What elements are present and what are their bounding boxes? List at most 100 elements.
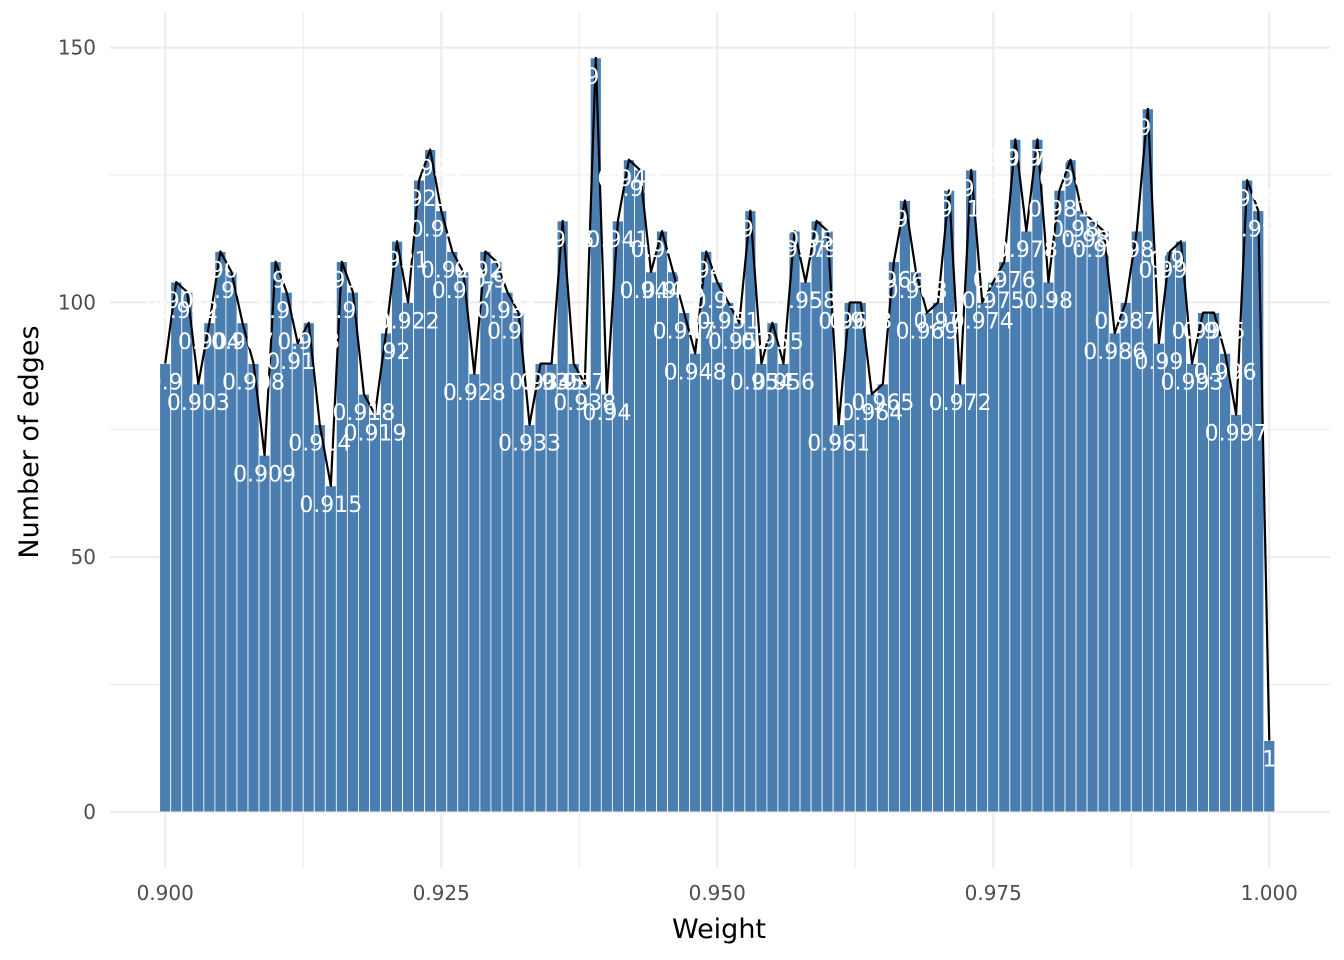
bar-label: 0.941	[586, 228, 649, 253]
bar	[998, 261, 1011, 813]
bar-label: 0.94	[582, 401, 631, 426]
bar	[854, 302, 867, 813]
bar-label: 0.998	[1216, 187, 1279, 212]
bar	[578, 383, 591, 813]
bar-label: 0.992	[1149, 248, 1212, 273]
bar-label: 0.96	[803, 238, 852, 263]
bar-label: 0.949	[675, 258, 738, 283]
bar	[346, 291, 359, 813]
bar	[192, 383, 205, 813]
bar-label: 0.967	[873, 208, 936, 233]
bar	[1020, 230, 1033, 813]
bar	[1252, 210, 1265, 813]
bar	[611, 220, 624, 813]
bar-label: 0.915	[299, 493, 362, 518]
bar-label: 0.91	[251, 269, 300, 294]
bar-label: 0.988	[1105, 238, 1168, 263]
bar	[457, 271, 470, 813]
x-tick-label: 1.000	[1241, 881, 1298, 905]
bar-label: 0.976	[973, 269, 1036, 294]
bar-label: 0.927	[432, 279, 495, 304]
y-axis-ticks: 0 50 100 150	[58, 36, 96, 824]
bar-label: 0.999	[1227, 218, 1290, 243]
bar-label: 0.912	[266, 350, 329, 375]
bar	[1042, 281, 1055, 813]
bar-label: 0.932	[487, 320, 550, 345]
bar	[645, 271, 657, 813]
bar-label: 0.904	[178, 330, 241, 355]
bar	[733, 322, 746, 813]
bar-label: 0.993	[1160, 371, 1223, 396]
bar-label: 0.946	[642, 279, 705, 304]
bar	[689, 352, 702, 813]
bar-label: 0.901	[145, 289, 208, 314]
y-tick-label: 150	[58, 36, 96, 60]
bar-label: 0.982	[1039, 167, 1102, 192]
bar-label: 0.997	[1205, 422, 1268, 447]
bar	[921, 312, 933, 813]
bar-label: 0.945	[631, 238, 694, 263]
bar	[446, 251, 459, 813]
bar-label: 0.907	[211, 330, 274, 355]
bar	[258, 454, 271, 813]
bar-label: 0.963	[829, 309, 892, 334]
bar	[865, 393, 878, 813]
bar	[468, 373, 481, 813]
x-axis-title: Weight	[672, 914, 766, 945]
bar-label: 0.911	[255, 299, 318, 324]
bar-label: 0.966	[862, 269, 925, 294]
bar-label: 0.931	[476, 299, 539, 324]
bar-label: 0.969	[896, 320, 959, 345]
bar	[843, 302, 856, 813]
bar-label: 1	[1262, 748, 1276, 773]
bar-label: 0.958	[774, 289, 837, 314]
bar	[656, 230, 668, 813]
bar-label: 0.957	[763, 238, 826, 263]
y-axis-title: Number of edges	[14, 325, 45, 558]
bar-label: 0.933	[498, 432, 561, 457]
bar-label: 0.983	[1050, 218, 1113, 243]
bar-label: 0.948	[664, 360, 727, 385]
bar-label: 0.917	[321, 299, 384, 324]
bar-label: 0.928	[443, 381, 506, 406]
bar	[567, 363, 580, 813]
bar-label: 0.979	[1006, 146, 1069, 171]
bar-label: 0.962	[818, 309, 881, 334]
bar-label: 0.968	[884, 279, 947, 304]
bar-label: 0.935	[520, 371, 583, 396]
bar	[832, 424, 845, 813]
bar	[181, 291, 194, 813]
bar-label: 0.913	[277, 330, 340, 355]
bar	[600, 393, 613, 813]
bar-label: 0.93	[472, 269, 521, 294]
bar-label: 0.954	[730, 371, 793, 396]
bar-label: 0.989	[1116, 116, 1179, 141]
bar-label: 0.921	[366, 248, 429, 273]
bar	[755, 363, 768, 813]
bar-label: 0.995	[1183, 320, 1246, 345]
bar-label: 0.938	[553, 391, 616, 416]
bar-label: 0.974	[951, 309, 1014, 334]
y-tick-label: 100	[58, 290, 96, 314]
bar	[766, 322, 779, 813]
bar	[634, 169, 646, 813]
bar-label: 0.972	[929, 391, 992, 416]
bar-label: 0.971	[918, 197, 981, 222]
bar-label: 0.956	[752, 371, 815, 396]
bar-label: 0.981	[1028, 197, 1091, 222]
bar	[324, 485, 337, 813]
bar	[1108, 332, 1121, 813]
x-axis-ticks: 0.900 0.925 0.950 0.975 1.000	[137, 881, 1298, 905]
bar	[678, 312, 691, 813]
bar-label: 0.987	[1094, 309, 1157, 334]
bar	[910, 271, 922, 813]
bar	[247, 363, 260, 813]
bar-label: 0.984	[1061, 228, 1124, 253]
bar	[987, 281, 1000, 813]
bar-label: 0.959	[785, 228, 848, 253]
trend-line-path	[164, 56, 1271, 741]
bar-label: 0.97	[914, 309, 963, 334]
bar-label: 0.908	[222, 371, 285, 396]
bar-label: 0.975	[962, 289, 1025, 314]
